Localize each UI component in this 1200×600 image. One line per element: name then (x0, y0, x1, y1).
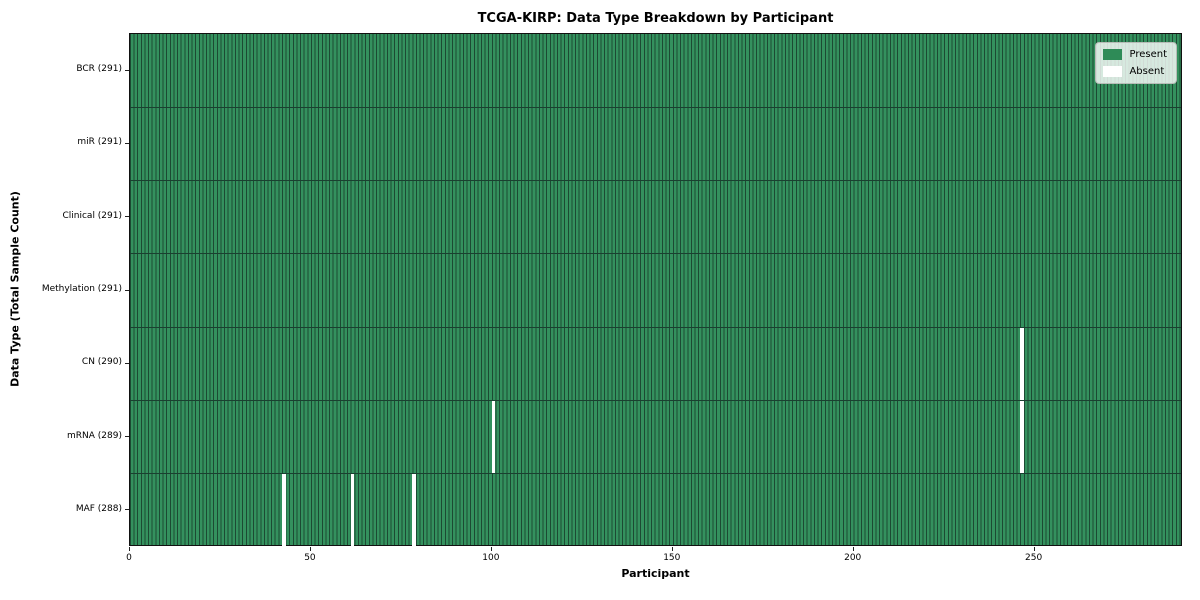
chart-title: TCGA-KIRP: Data Type Breakdown by Partic… (477, 11, 834, 26)
absent-gap-mRNA-100 (491, 400, 496, 474)
x-tick-label-50: 50 (304, 553, 316, 563)
legend-entry-present: Present (1103, 49, 1167, 60)
y-tick-label-Methylation: Methylation (291) (41, 284, 122, 294)
row-separator (130, 180, 1181, 182)
plot-area: Present Absent (129, 33, 1182, 547)
row-separator (130, 473, 1181, 475)
absent-gap-MAF-42 (281, 474, 286, 547)
legend-swatch-absent (1103, 66, 1123, 77)
y-tick-mark (125, 142, 129, 144)
y-tick-label-mRNA: mRNA (289) (67, 430, 122, 441)
x-tick-label-0: 0 (126, 553, 132, 563)
x-tick-label-200: 200 (844, 553, 862, 563)
y-tick-label-miR: miR (291) (77, 137, 122, 148)
x-tick-label-100: 100 (482, 553, 500, 563)
x-tick-mark (129, 547, 130, 551)
x-tick-mark (671, 547, 673, 551)
row-separator (130, 253, 1181, 255)
absent-gap-mRNA-246 (1020, 400, 1024, 474)
y-tick-label-Clinical: Clinical (291) (62, 210, 122, 221)
absent-gap-MAF-78 (412, 474, 416, 547)
row-separator (130, 106, 1181, 108)
legend-label-present: Present (1129, 49, 1167, 60)
y-tick-mark (125, 216, 129, 218)
y-tick-mark (125, 509, 129, 511)
absent-gap-MAF-61 (350, 474, 355, 547)
row-separator (130, 326, 1181, 328)
x-axis-label: Participant (621, 567, 690, 580)
x-tick-mark (1033, 547, 1035, 551)
x-tick-label-250: 250 (1025, 553, 1043, 563)
legend-entry-absent: Absent (1103, 66, 1167, 77)
x-tick-mark (309, 547, 311, 551)
row-separator (130, 399, 1181, 401)
x-tick-label-150: 150 (663, 553, 681, 563)
y-tick-mark (125, 362, 129, 364)
y-tick-label-MAF: MAF (288) (75, 503, 122, 514)
y-tick-label-BCR: BCR (291) (76, 64, 122, 75)
y-tick-mark (125, 289, 129, 291)
y-tick-mark (125, 436, 129, 438)
legend-label-absent: Absent (1129, 66, 1165, 77)
x-tick-mark (852, 547, 854, 551)
legend-swatch-present (1103, 49, 1123, 60)
legend: Present Absent (1095, 42, 1177, 84)
y-tick-label-CN: CN (290) (81, 357, 122, 368)
absent-gap-CN-246 (1020, 327, 1024, 400)
x-tick-mark (490, 547, 492, 551)
y-tick-mark (125, 69, 129, 71)
